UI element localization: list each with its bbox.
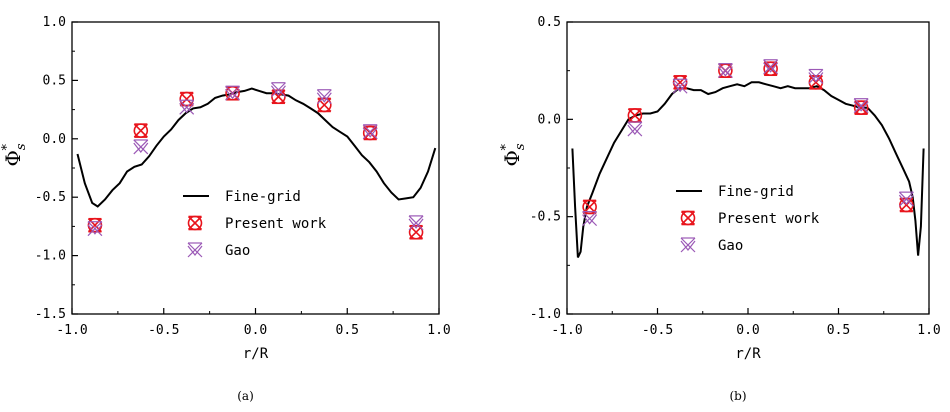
chart-b-gao-point bbox=[898, 191, 914, 207]
chart-b-x-tick-label: 1.0 bbox=[917, 323, 940, 338]
chart-b-legend-label: Gao bbox=[718, 238, 743, 254]
chart-b-gao-point bbox=[627, 121, 643, 137]
chart-a-series-fine-grid-line bbox=[76, 87, 437, 208]
chart-a-plot-frame bbox=[71, 21, 440, 315]
chart-a-x-tick-label: 0.0 bbox=[244, 323, 267, 338]
chart-a-y-tick-label: -0.5 bbox=[35, 190, 66, 205]
chart-a-present-work-point bbox=[271, 89, 286, 105]
chart-a-y-tick-label: -1.5 bbox=[35, 307, 66, 322]
chart-b-gao-point bbox=[763, 59, 779, 75]
chart-a-present-work-point bbox=[317, 97, 332, 113]
chart-a-gao-point bbox=[270, 82, 286, 98]
chart-a-x-axis-label: r/R bbox=[243, 346, 269, 362]
chart-b-legend-label: Present work bbox=[718, 211, 820, 227]
chart-b-svg: -1.0 -0.5 0.0 0.5 1.0 -1.0 -0.5 0.0 0.5 r/R Φs* (b)… bbox=[499, 15, 941, 403]
chart-a-gao-point bbox=[225, 85, 241, 101]
chart-a-y-tick-label: 0.5 bbox=[43, 73, 66, 88]
chart-b-gao-point bbox=[853, 98, 869, 114]
chart-b-x-tick-label: -1.0 bbox=[551, 323, 582, 338]
chart-a-gao-point bbox=[316, 89, 332, 105]
chart-b-x-axis-label: r/R bbox=[735, 346, 761, 362]
chart-b-present-work-point bbox=[763, 61, 778, 77]
chart-b-gao-point bbox=[717, 63, 733, 79]
chart-b-series-fine-grid-line bbox=[571, 81, 925, 258]
chart-b-caption: (b) bbox=[729, 389, 746, 403]
chart-a-x-tick-label: -0.5 bbox=[148, 323, 179, 338]
chart-a-legend-label: Gao bbox=[225, 243, 250, 259]
chart-b-x-tick-label: 0.0 bbox=[736, 323, 759, 338]
chart-a-legend-label: Present work bbox=[225, 216, 327, 232]
chart-a-legend-swatch-present-work bbox=[187, 215, 203, 231]
chart-b-legend: Fine-grid Present work Gao bbox=[676, 184, 820, 254]
chart-b-y-tick-label: -1.0 bbox=[530, 307, 561, 322]
chart-b-x-tick-label: -0.5 bbox=[642, 323, 673, 338]
chart-a-gao-point bbox=[87, 221, 103, 237]
chart-b-x-tick-label: 0.5 bbox=[827, 323, 850, 338]
chart-a-plot-area bbox=[76, 82, 437, 240]
chart-panel-b: -1.0 -0.5 0.0 0.5 1.0 -1.0 -0.5 0.0 0.5 r/R Φs* (b)… bbox=[475, 0, 950, 412]
chart-b-y-tick-label: -0.5 bbox=[530, 210, 561, 225]
chart-a-y-tick-label: 0.0 bbox=[43, 132, 66, 147]
chart-a-gao-point bbox=[179, 99, 195, 115]
chart-a-legend-label: Fine-grid bbox=[225, 189, 301, 205]
chart-panel-a: -1.0 -0.5 0.0 0.5 1.0 -1.5 -1.0 -0.5 0.0 0.5 1.0 r/… bbox=[0, 15, 451, 403]
chart-a-present-work-point bbox=[179, 91, 194, 107]
chart-a-present-work-point bbox=[87, 217, 103, 233]
chart-b-y-axis-label: Φs* bbox=[499, 143, 528, 166]
chart-a-gao-point bbox=[362, 124, 378, 140]
chart-a-caption: (a) bbox=[237, 389, 254, 403]
chart-a-x-tick-label: -1.0 bbox=[56, 323, 87, 338]
chart-b-legend-label: Fine-grid bbox=[718, 184, 794, 200]
chart-b-gao-point bbox=[582, 211, 598, 227]
chart-b-y-tick-label: 0.5 bbox=[538, 15, 561, 30]
chart-a-x-tick-label: 1.0 bbox=[427, 323, 450, 338]
chart-b-plot-frame bbox=[566, 21, 930, 315]
chart-b-legend-swatch-gao bbox=[680, 237, 696, 253]
chart-a-y-tick-label: 1.0 bbox=[43, 15, 66, 30]
chart-b-gao-point bbox=[808, 68, 824, 84]
chart-a-svg: -1.0 -0.5 0.0 0.5 1.0-1.5-1.0-0.50.00.51.0r/… bbox=[0, 15, 451, 403]
chart-b-gao-point bbox=[672, 78, 688, 94]
chart-b-y-tick-label: 0.0 bbox=[538, 112, 561, 127]
chart-a-y-tick-label: -1.0 bbox=[35, 249, 66, 264]
chart-b-legend-swatch-present-work bbox=[680, 210, 696, 226]
chart-a-y-axis-label: Φs* bbox=[0, 143, 29, 166]
chart-a-gao-point bbox=[408, 215, 424, 231]
chart-a-gao-point bbox=[133, 139, 149, 155]
chart-a-legend-swatch-gao bbox=[187, 242, 203, 258]
chart-a-present-work-point bbox=[133, 123, 149, 138]
chart-a-present-work-point bbox=[362, 125, 378, 141]
chart-a-x-tick-label: 0.5 bbox=[336, 323, 359, 338]
chart-b-plot-area bbox=[571, 59, 925, 258]
chart-a-legend: Fine-grid Present work Gao bbox=[183, 189, 327, 259]
